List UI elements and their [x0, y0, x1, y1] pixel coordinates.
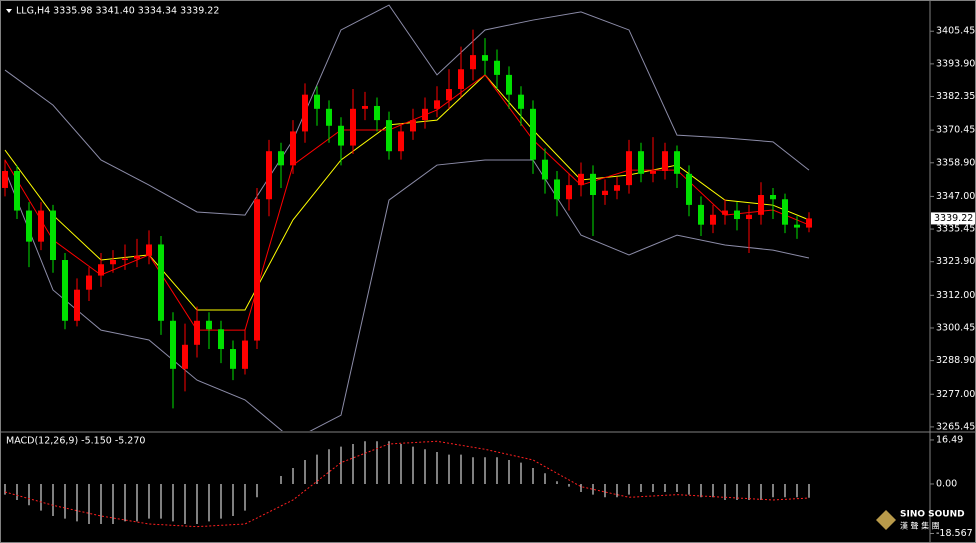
- candle-body: [218, 329, 224, 350]
- candle-body: [566, 185, 572, 200]
- y-tick-label: 0.00: [936, 478, 957, 489]
- candle-body: [14, 170, 20, 211]
- candle-body: [122, 258, 128, 261]
- candle-body: [266, 151, 272, 200]
- candle-body: [806, 218, 812, 228]
- candle-body: [110, 260, 116, 265]
- candle-body: [338, 125, 344, 146]
- y-tick-label: 16.49: [936, 434, 963, 445]
- candle-body: [74, 289, 80, 321]
- y-tick-label: 3370.45: [936, 125, 975, 136]
- candle-body: [98, 264, 104, 276]
- y-tick-label: 3288.90: [936, 355, 975, 366]
- y-tick-label: 3312.00: [936, 290, 975, 301]
- candle-body: [314, 94, 320, 109]
- candle-body: [686, 173, 692, 205]
- candle-body: [710, 214, 716, 225]
- candle-body: [242, 340, 248, 369]
- candle-body: [434, 100, 440, 109]
- candle-body: [782, 199, 788, 225]
- candle-body: [578, 173, 584, 186]
- y-tick-label: 3300.45: [936, 322, 975, 333]
- price-marker-label: 3339.22: [934, 213, 973, 224]
- price-marker: [931, 212, 975, 225]
- candle-body: [38, 210, 44, 242]
- candle-body: [254, 199, 260, 341]
- candle-body: [50, 210, 56, 261]
- candle-body: [26, 210, 32, 242]
- candle-body: [602, 190, 608, 196]
- indicator-line: [4, 440, 810, 528]
- macd-plot: [4, 440, 810, 528]
- candle-body: [182, 344, 188, 369]
- macd-title: MACD(12,26,9) -5.150 -5.270: [6, 436, 145, 447]
- candle-body: [302, 94, 308, 132]
- candle-body: [698, 204, 704, 225]
- candle-body: [290, 131, 296, 166]
- y-tick-label: 3382.35: [936, 91, 975, 102]
- indicator-line: [4, 4, 810, 216]
- candle-body: [62, 260, 68, 321]
- logo: SINO SOUND 漢 聲 集 團: [876, 510, 965, 531]
- candle-body: [170, 320, 176, 369]
- candle-body: [362, 105, 368, 109]
- chart-title: LLG,H4 3335.98 3341.40 3334.34 3339.22: [16, 6, 219, 17]
- candle-body: [470, 55, 476, 70]
- candle-body: [386, 120, 392, 152]
- y-tick-label: 3393.90: [936, 58, 975, 69]
- indicator-line: [4, 159, 810, 431]
- candle-body: [230, 349, 236, 369]
- candle-body: [278, 151, 284, 166]
- y-tick-label: -18.567: [936, 528, 973, 539]
- price-plot: [2, 4, 812, 431]
- menu-arrow: [6, 9, 12, 13]
- candle-body: [422, 108, 428, 121]
- candle-body: [638, 151, 644, 174]
- candle-body: [746, 214, 752, 220]
- candle-body: [662, 151, 668, 171]
- candle-body: [494, 60, 500, 75]
- y-tick-label: 3335.45: [936, 224, 975, 235]
- y-tick-label: 3405.45: [936, 26, 975, 37]
- candle-body: [758, 195, 764, 215]
- y-tick-label: 3347.00: [936, 191, 975, 202]
- candle-body: [86, 275, 92, 290]
- candle-body: [482, 55, 488, 61]
- candle-body: [134, 255, 140, 259]
- candle-body: [530, 108, 536, 160]
- y-tick-label: 3265.45: [936, 421, 975, 432]
- y-tick-label: 3323.90: [936, 256, 975, 267]
- logo-name: SINO SOUND: [900, 510, 965, 520]
- candle-body: [650, 170, 656, 174]
- candle-body: [506, 74, 512, 95]
- candle-body: [194, 320, 200, 345]
- candle-body: [674, 151, 680, 174]
- candle-body: [722, 210, 728, 215]
- logo-subtitle: 漢 聲 集 團: [900, 521, 940, 531]
- candle-body: [734, 210, 740, 220]
- candle-body: [626, 151, 632, 186]
- candle-body: [158, 244, 164, 321]
- candle-body: [446, 89, 452, 101]
- candle-body: [350, 108, 356, 146]
- candle-body: [374, 105, 380, 121]
- candle-body: [770, 195, 776, 200]
- candle-body: [2, 170, 8, 188]
- y-tick-label: 3277.00: [936, 389, 975, 400]
- candle-body: [590, 173, 596, 196]
- candle-body: [146, 244, 152, 256]
- y-tick-label: 3358.90: [936, 157, 975, 168]
- candle-body: [398, 131, 404, 152]
- candle-body: [794, 224, 800, 228]
- candle-body: [542, 159, 548, 180]
- candle-body: [518, 94, 524, 109]
- candle-body: [458, 69, 464, 90]
- candle-body: [614, 185, 620, 191]
- candle-body: [206, 320, 212, 330]
- candle-body: [326, 108, 332, 126]
- candle-body: [410, 120, 416, 132]
- candle-body: [554, 179, 560, 200]
